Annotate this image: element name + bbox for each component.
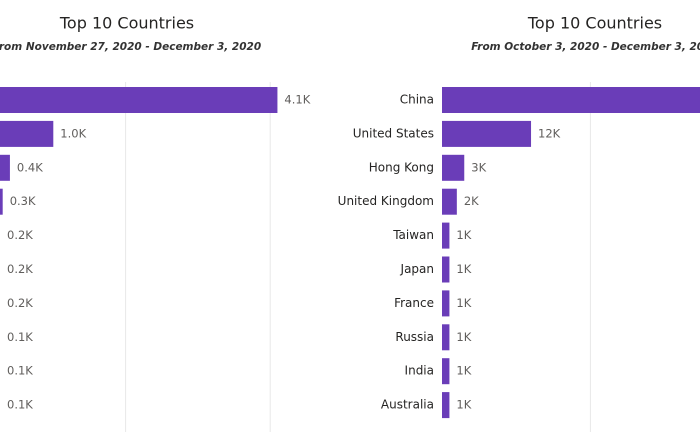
category-label: France [394,296,434,310]
value-label: 0.1K [7,330,33,344]
value-label: 0.2K [7,262,33,276]
bar [442,256,450,283]
value-label: 2K [464,194,479,208]
chart-subtitle: From November 27, 2020 - December 3, 202… [0,41,261,53]
chart-subtitle: From October 3, 2020 - December 3, 2020 [471,41,700,53]
chart-title: Top 10 Countries [527,14,662,33]
bar [442,358,450,385]
value-label: 0.4K [17,160,43,174]
value-label: 1K [456,262,471,276]
value-label: 3K [471,160,486,174]
category-label: Japan [400,262,434,276]
bar [442,120,532,147]
bar [0,188,3,215]
bar [0,87,278,113]
value-label: 0.2K [7,228,33,242]
bar [442,324,450,351]
value-label: 1.0K [60,126,86,140]
bar [442,188,457,215]
bar [0,120,54,147]
category-label: Australia [381,398,434,412]
bar [442,154,465,181]
category-label: India [405,364,434,378]
value-label: 1K [456,296,471,310]
bar [0,154,10,181]
value-label: 0.1K [7,364,33,378]
bar [442,87,700,113]
category-label: Taiwan [392,228,434,242]
value-label: 12K [538,126,561,140]
value-label: 0.3K [10,194,36,208]
category-label: Hong Kong [369,160,434,174]
chart-title: Top 10 Countries [59,14,194,33]
bar [442,222,450,249]
bar [442,392,450,419]
value-label: 4.1K [284,93,310,107]
value-label: 1K [456,364,471,378]
value-label: 0.1K [7,398,33,412]
category-label: China [400,93,434,107]
value-label: 1K [456,228,471,242]
category-label: United Kingdom [338,194,434,208]
bar [442,290,450,317]
value-label: 1K [456,398,471,412]
value-label: 1K [456,330,471,344]
category-label: United States [353,126,434,140]
value-label: 0.2K [7,296,33,310]
category-label: Russia [395,330,434,344]
